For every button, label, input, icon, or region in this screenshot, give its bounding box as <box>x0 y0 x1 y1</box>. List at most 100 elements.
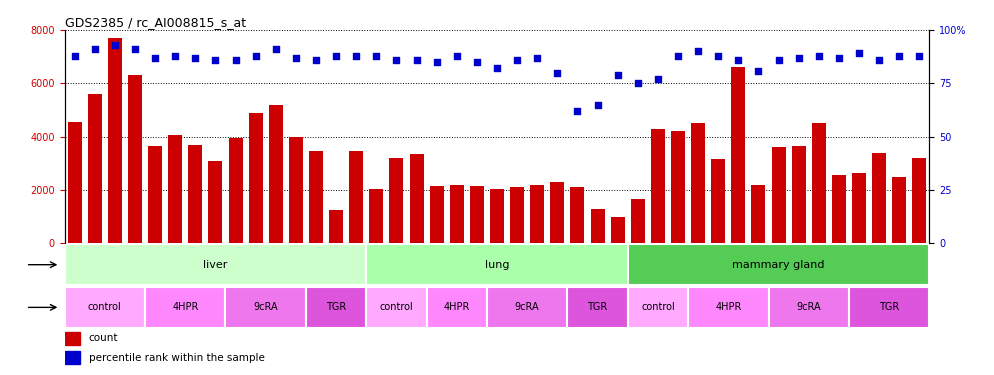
Point <box>308 57 324 63</box>
Bar <box>188 145 203 243</box>
Text: 4HPR: 4HPR <box>172 302 199 312</box>
Text: liver: liver <box>203 260 228 270</box>
Point <box>790 55 806 61</box>
Bar <box>893 177 907 243</box>
Bar <box>306 287 366 328</box>
Bar <box>410 154 423 243</box>
Text: TGR: TGR <box>587 302 607 312</box>
Bar <box>65 332 81 345</box>
Point <box>911 53 927 58</box>
Text: control: control <box>87 302 121 312</box>
Point <box>630 80 646 86</box>
Bar <box>671 131 685 243</box>
Point <box>811 53 827 58</box>
Text: TGR: TGR <box>879 302 900 312</box>
Bar <box>530 185 545 243</box>
Point <box>428 59 444 65</box>
Point <box>509 57 525 63</box>
Text: count: count <box>88 333 118 344</box>
Bar <box>510 188 524 243</box>
Point <box>288 55 304 61</box>
Point <box>690 48 706 54</box>
Bar <box>771 147 785 243</box>
Bar <box>226 287 306 328</box>
Bar <box>65 287 145 328</box>
Point <box>248 53 263 58</box>
Point <box>570 108 585 114</box>
Bar <box>68 122 82 243</box>
Point <box>851 51 867 57</box>
Point <box>188 55 204 61</box>
Bar <box>390 158 404 243</box>
Point <box>892 53 908 58</box>
Point <box>228 57 244 63</box>
Bar <box>309 152 323 243</box>
Point <box>670 53 686 58</box>
Point <box>469 59 485 65</box>
Point <box>650 76 666 82</box>
Bar <box>768 287 849 328</box>
Bar <box>872 153 887 243</box>
Bar <box>268 105 283 243</box>
Point <box>871 57 887 63</box>
Point <box>167 53 183 58</box>
Bar <box>449 185 464 243</box>
Point <box>529 55 545 61</box>
Point <box>348 53 364 58</box>
Point <box>609 72 625 78</box>
Point <box>107 42 123 48</box>
Point <box>208 57 224 63</box>
Bar <box>289 136 303 243</box>
Point <box>750 68 766 74</box>
Bar <box>571 188 584 243</box>
Bar <box>487 287 568 328</box>
Point <box>449 53 465 58</box>
Point <box>147 55 163 61</box>
Point <box>86 46 102 52</box>
Bar <box>429 186 443 243</box>
Bar <box>688 287 768 328</box>
Point <box>127 46 143 52</box>
Bar <box>551 182 565 243</box>
Bar <box>568 287 628 328</box>
Bar <box>168 135 182 243</box>
Bar <box>490 189 504 243</box>
Text: control: control <box>641 302 675 312</box>
Text: 9cRA: 9cRA <box>253 302 278 312</box>
Bar <box>791 146 806 243</box>
Point <box>267 46 283 52</box>
Bar <box>366 287 426 328</box>
Bar <box>832 176 846 243</box>
Bar <box>751 185 765 243</box>
Bar <box>651 129 665 243</box>
Point <box>369 53 385 58</box>
Point <box>550 70 566 76</box>
Bar <box>209 160 223 243</box>
Text: GDS2385 / rc_AI008815_s_at: GDS2385 / rc_AI008815_s_at <box>65 16 246 29</box>
Bar <box>631 200 645 243</box>
Text: percentile rank within the sample: percentile rank within the sample <box>88 353 264 363</box>
Bar <box>87 94 101 243</box>
Bar <box>812 123 826 243</box>
Bar <box>148 146 162 243</box>
Bar <box>849 287 929 328</box>
Point <box>770 57 786 63</box>
Bar <box>229 138 243 243</box>
Bar <box>590 209 604 243</box>
Bar <box>628 244 929 285</box>
Bar <box>470 186 484 243</box>
Text: mammary gland: mammary gland <box>733 260 825 270</box>
Bar <box>426 287 487 328</box>
Point <box>489 65 505 71</box>
Bar <box>852 172 866 243</box>
Point <box>67 53 83 58</box>
Bar <box>329 210 343 243</box>
Bar <box>691 123 705 243</box>
Text: control: control <box>380 302 414 312</box>
Point <box>731 57 746 63</box>
Point <box>711 53 727 58</box>
Text: 4HPR: 4HPR <box>715 302 742 312</box>
Point <box>389 57 405 63</box>
Bar <box>912 158 926 243</box>
Bar <box>610 217 624 243</box>
